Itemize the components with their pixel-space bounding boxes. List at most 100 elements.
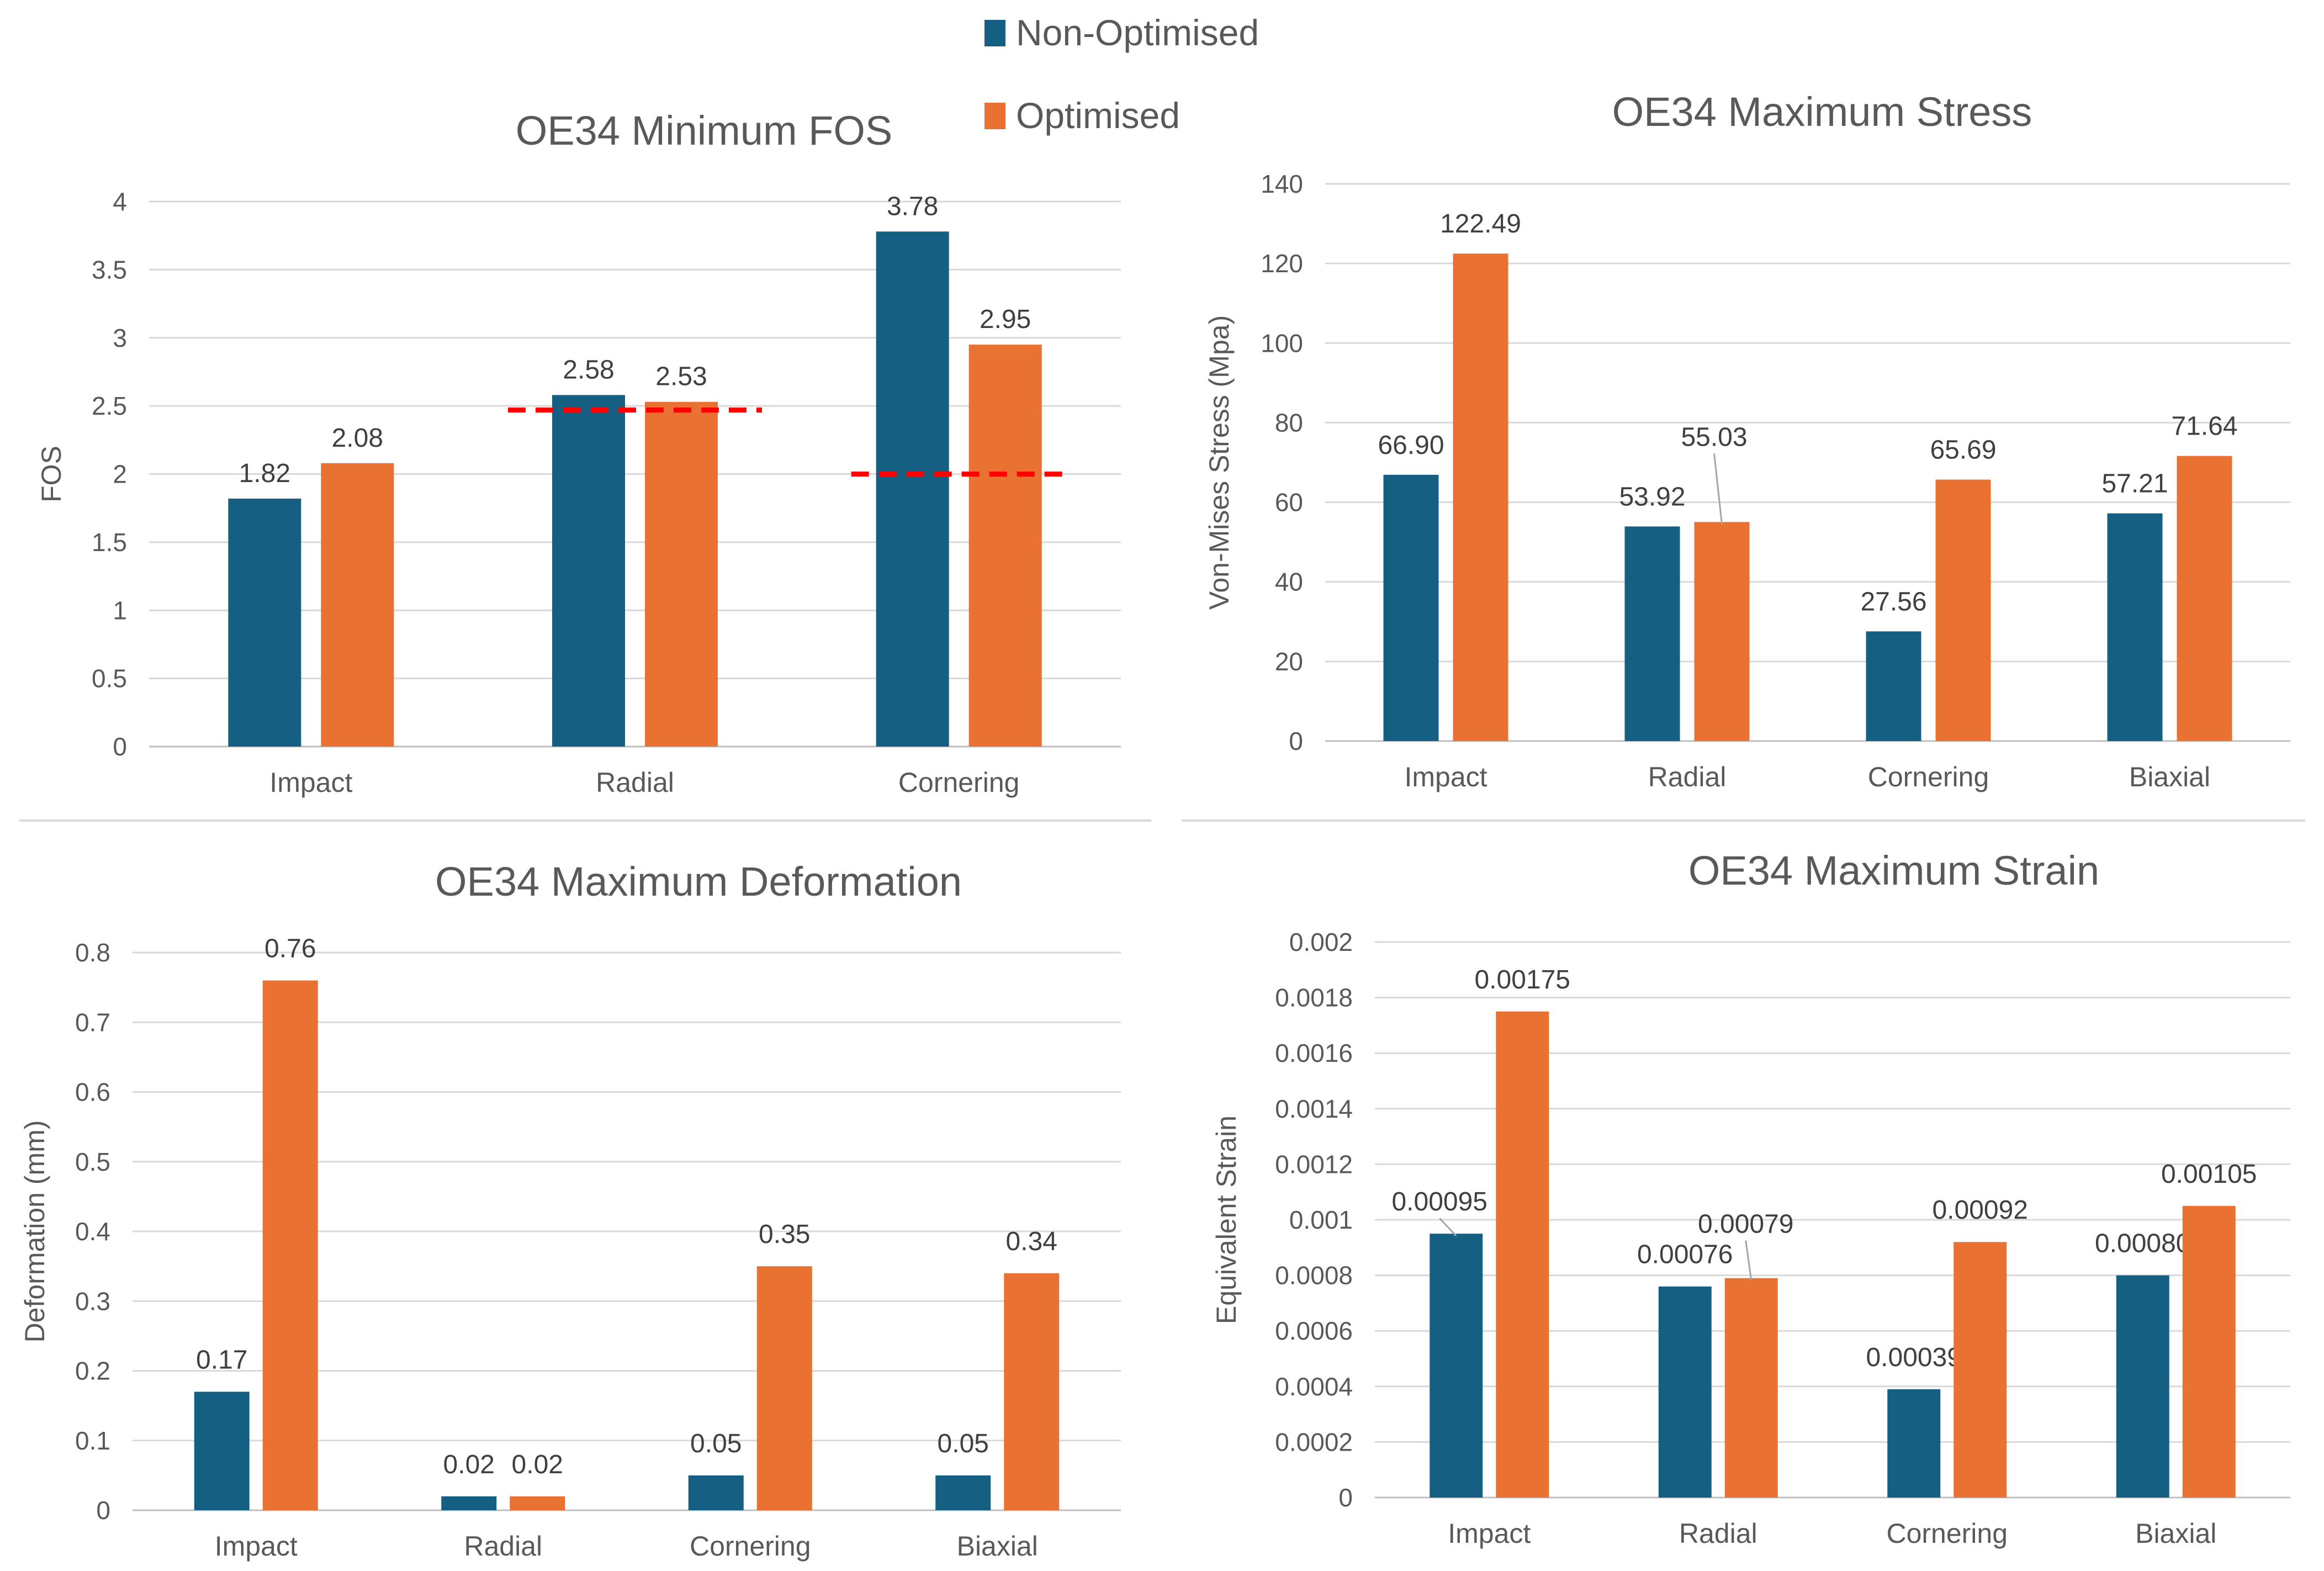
fos-data-label-optimised-impact: 2.08 bbox=[332, 424, 383, 453]
stress-data-label-optimised-biaxial: 71.64 bbox=[2171, 412, 2237, 441]
strain-leader-optimised-radial bbox=[1745, 1240, 1753, 1281]
stress-bar-non-optimised-impact bbox=[1383, 474, 1439, 741]
deformation-category-label-radial: Radial bbox=[464, 1531, 542, 1562]
deformation-bar-optimised-biaxial bbox=[1004, 1273, 1060, 1510]
stress-category-label-biaxial: Biaxial bbox=[2129, 761, 2210, 792]
fos-y-tick-label-4: 2 bbox=[113, 460, 127, 489]
legend-swatch-non-optimised bbox=[984, 20, 1005, 46]
stress-title: OE34 Maximum Stress bbox=[1612, 89, 2032, 135]
fos-data-label-optimised-radial: 2.53 bbox=[655, 362, 707, 392]
fos-y-tick-label-0: 0 bbox=[113, 732, 127, 761]
legend-label-non-optimised: Non-Optimised bbox=[1016, 12, 1259, 53]
strain-y-tick-label-10: 0.002 bbox=[1289, 928, 1353, 956]
chart-minimum-fos: OE34 Minimum FOSFOS00.511.522.533.54Impa… bbox=[36, 108, 1121, 798]
fos-y-tick-label-3: 1.5 bbox=[92, 528, 127, 557]
stress-bar-non-optimised-biaxial bbox=[2107, 513, 2163, 741]
deformation-y-tick-label-2: 0.2 bbox=[75, 1357, 110, 1385]
deformation-title: OE34 Maximum Deformation bbox=[435, 859, 962, 904]
stress-y-tick-label-4: 80 bbox=[1275, 408, 1303, 437]
deformation-bar-non-optimised-impact bbox=[194, 1392, 250, 1510]
fos-bar-optimised-radial bbox=[645, 401, 718, 747]
fos-data-label-non-optimised-impact: 1.82 bbox=[239, 459, 290, 488]
deformation-data-label-optimised-radial: 0.02 bbox=[512, 1450, 563, 1479]
deformation-bar-optimised-cornering bbox=[756, 1266, 812, 1510]
fos-y-tick-label-6: 3 bbox=[113, 324, 127, 352]
deformation-data-label-optimised-impact: 0.76 bbox=[264, 934, 316, 964]
legend-swatch-optimised bbox=[984, 103, 1005, 129]
strain-bar-optimised-cornering bbox=[1954, 1242, 2007, 1498]
strain-y-axis-label: Equivalent Strain bbox=[1211, 1115, 1242, 1324]
strain-category-label-biaxial: Biaxial bbox=[2135, 1518, 2216, 1549]
strain-bar-optimised-impact bbox=[1496, 1011, 1549, 1498]
strain-bar-non-optimised-impact bbox=[1430, 1234, 1483, 1498]
deformation-y-tick-label-4: 0.4 bbox=[75, 1217, 110, 1246]
deformation-y-tick-label-6: 0.6 bbox=[75, 1078, 110, 1107]
strain-y-tick-label-2: 0.0004 bbox=[1275, 1372, 1353, 1401]
fos-data-label-optimised-cornering: 2.95 bbox=[980, 305, 1031, 334]
stress-y-axis-label: Von-Mises Stress (Mpa) bbox=[1204, 315, 1235, 610]
deformation-data-label-non-optimised-biaxial: 0.05 bbox=[938, 1429, 989, 1458]
fos-bar-optimised-cornering bbox=[968, 345, 1042, 747]
strain-data-label-non-optimised-impact: 0.00095 bbox=[1391, 1187, 1487, 1216]
fos-data-label-non-optimised-cornering: 3.78 bbox=[887, 192, 938, 221]
stress-data-label-non-optimised-biaxial: 57.21 bbox=[2101, 469, 2168, 499]
strain-y-tick-label-6: 0.0012 bbox=[1275, 1150, 1353, 1178]
stress-bar-non-optimised-cornering bbox=[1866, 631, 1921, 741]
strain-y-tick-label-7: 0.0014 bbox=[1275, 1094, 1353, 1123]
stress-category-label-impact: Impact bbox=[1404, 761, 1487, 792]
deformation-y-tick-label-1: 0.1 bbox=[75, 1426, 110, 1455]
strain-data-label-non-optimised-biaxial: 0.00080 bbox=[2095, 1229, 2191, 1258]
stress-y-tick-label-2: 40 bbox=[1275, 568, 1303, 596]
deformation-bar-non-optimised-biaxial bbox=[935, 1475, 991, 1510]
strain-leader-non-optimised-impact bbox=[1439, 1218, 1457, 1237]
stress-bar-optimised-biaxial bbox=[2177, 456, 2232, 741]
stress-y-tick-label-7: 140 bbox=[1261, 170, 1303, 198]
deformation-bar-non-optimised-cornering bbox=[688, 1475, 744, 1510]
deformation-data-label-non-optimised-radial: 0.02 bbox=[443, 1450, 495, 1479]
strain-y-tick-label-4: 0.0008 bbox=[1275, 1261, 1353, 1290]
stress-data-label-non-optimised-impact: 66.90 bbox=[1378, 431, 1444, 460]
strain-data-label-optimised-impact: 0.00175 bbox=[1474, 965, 1570, 995]
stress-bar-optimised-cornering bbox=[1935, 479, 1991, 741]
strain-data-label-optimised-radial: 0.00079 bbox=[1698, 1210, 1794, 1239]
fos-y-axis-label: FOS bbox=[36, 446, 67, 502]
strain-bar-non-optimised-radial bbox=[1658, 1286, 1712, 1498]
deformation-y-tick-label-0: 0 bbox=[96, 1496, 110, 1525]
strain-y-tick-label-8: 0.0016 bbox=[1275, 1039, 1353, 1067]
deformation-data-label-non-optimised-cornering: 0.05 bbox=[690, 1429, 742, 1458]
strain-data-label-optimised-cornering: 0.00092 bbox=[1932, 1196, 2028, 1225]
deformation-y-tick-label-7: 0.7 bbox=[75, 1008, 110, 1036]
deformation-data-label-optimised-biaxial: 0.34 bbox=[1006, 1227, 1057, 1256]
legend: Non-Optimised Optimised bbox=[984, 12, 1259, 136]
fos-y-tick-label-8: 4 bbox=[113, 187, 127, 216]
strain-bar-optimised-biaxial bbox=[2182, 1205, 2236, 1498]
fos-bar-non-optimised-impact bbox=[228, 498, 301, 747]
deformation-y-tick-label-8: 0.8 bbox=[75, 938, 110, 967]
legend-label-optimised: Optimised bbox=[1016, 95, 1180, 136]
strain-title: OE34 Maximum Strain bbox=[1688, 848, 2099, 893]
strain-data-label-optimised-biaxial: 0.00105 bbox=[2161, 1160, 2257, 1189]
strain-category-label-cornering: Cornering bbox=[1886, 1518, 2008, 1549]
chart-maximum-strain: OE34 Maximum Strain Equivalent Strain 0 0.0… bbox=[1211, 848, 2290, 1549]
strain-y-tick-label-1: 0.0002 bbox=[1275, 1427, 1353, 1456]
chart-maximum-deformation: OE34 Maximum Deformation Deformation (mm)… bbox=[19, 859, 1121, 1562]
deformation-y-tick-label-3: 0.3 bbox=[75, 1287, 110, 1315]
strain-data-label-non-optimised-radial: 0.00076 bbox=[1637, 1240, 1733, 1270]
stress-y-tick-label-6: 120 bbox=[1261, 249, 1303, 278]
stress-bar-non-optimised-radial bbox=[1624, 526, 1680, 741]
strain-y-tick-label-3: 0.0006 bbox=[1275, 1316, 1353, 1345]
fos-y-tick-label-1: 0.5 bbox=[92, 664, 127, 693]
chart-maximum-stress: OE34 Maximum Stress Von-Mises Stress (Mpa… bbox=[1204, 89, 2290, 792]
strain-bar-non-optimised-biaxial bbox=[2116, 1275, 2169, 1498]
deformation-bar-optimised-impact bbox=[262, 980, 318, 1510]
fos-bar-non-optimised-cornering bbox=[876, 231, 949, 747]
stress-leader-optimised-radial bbox=[1713, 453, 1723, 525]
fos-category-label-cornering: Cornering bbox=[898, 767, 1020, 798]
stress-y-tick-label-0: 0 bbox=[1289, 727, 1303, 755]
fos-y-tick-label-2: 1 bbox=[113, 596, 127, 625]
stress-y-tick-label-3: 60 bbox=[1275, 488, 1303, 517]
stress-category-label-radial: Radial bbox=[1648, 761, 1727, 792]
stress-data-label-optimised-radial: 55.03 bbox=[1681, 422, 1747, 452]
fos-category-label-impact: Impact bbox=[269, 767, 352, 798]
